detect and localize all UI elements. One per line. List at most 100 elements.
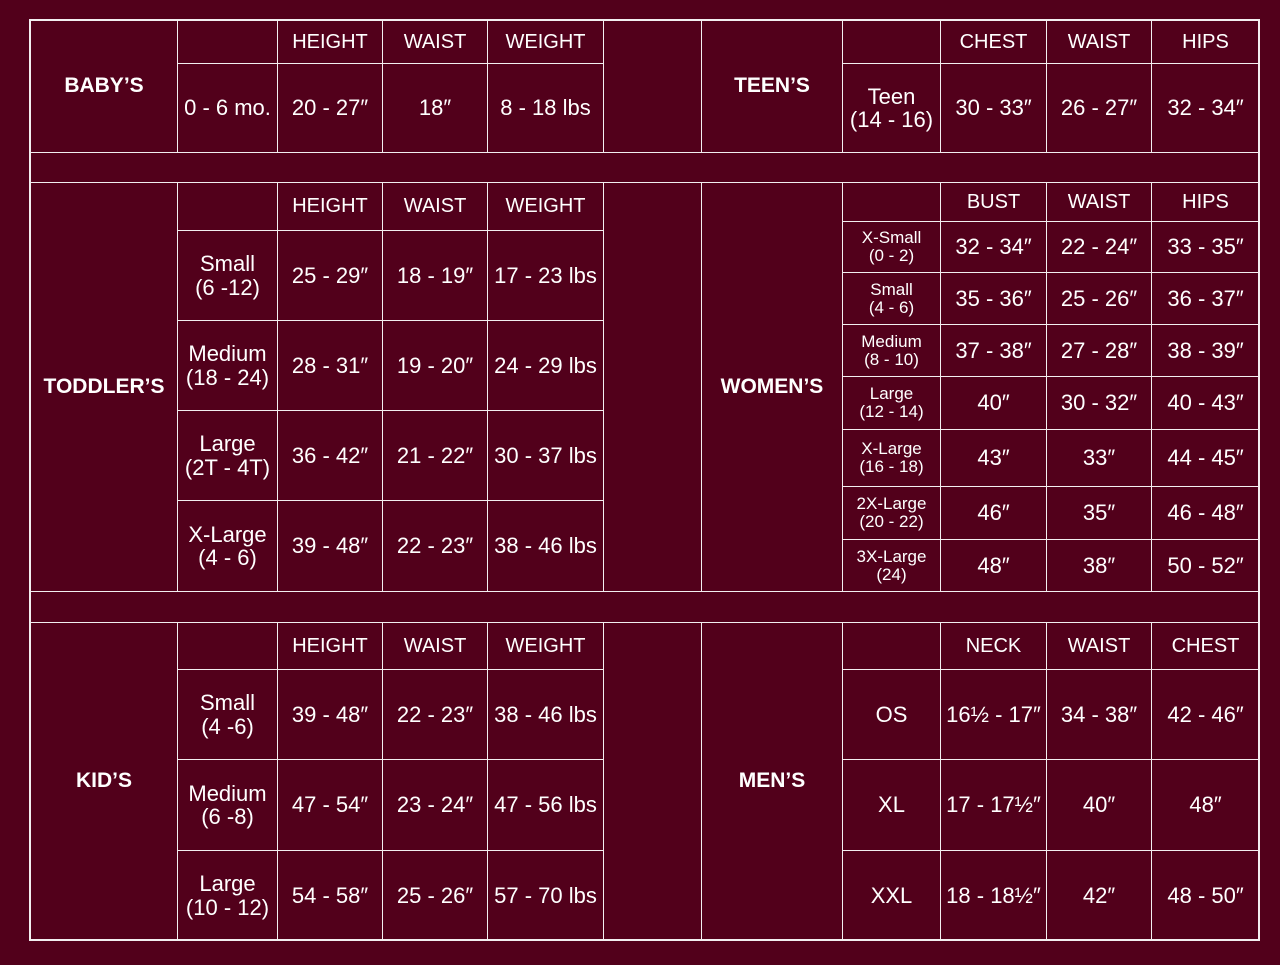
measurement-cell: 43″	[940, 429, 1047, 487]
group-label: WOMEN’S	[701, 182, 843, 592]
measurement-cell: 54 - 58″	[277, 850, 383, 941]
size-label: Large (2T - 4T)	[177, 410, 278, 501]
size-label: Small (6 -12)	[177, 230, 278, 321]
size-label: 3X-Large (24)	[842, 539, 941, 592]
measurement-cell: 27 - 28″	[1046, 324, 1152, 377]
measurement-cell: 16½ - 17″	[940, 669, 1047, 760]
measurement-cell: 17 - 17½″	[940, 759, 1047, 851]
measurement-cell: 32 - 34″	[1151, 63, 1260, 153]
measurement-cell: 34 - 38″	[1046, 669, 1152, 760]
measurement-cell: 38 - 46 lbs	[487, 500, 604, 592]
measurement-cell: 23 - 24″	[382, 759, 488, 851]
measurement-cell: 44 - 45″	[1151, 429, 1260, 487]
measurement-cell: 18 - 19″	[382, 230, 488, 321]
measurement-cell: 38 - 46 lbs	[487, 669, 604, 760]
measurement-cell: 50 - 52″	[1151, 539, 1260, 592]
measurement-cell: 22 - 24″	[1046, 221, 1152, 273]
group-label: KID’S	[30, 622, 178, 941]
size-label: OS	[842, 669, 941, 760]
measurement-cell: 33″	[1046, 429, 1152, 487]
size-label: XXL	[842, 850, 941, 941]
header-blank-cell	[842, 622, 941, 670]
measurement-cell: 18 - 18½″	[940, 850, 1047, 941]
measurement-cell: 33 - 35″	[1151, 221, 1260, 273]
measurement-cell: 30 - 33″	[940, 63, 1047, 153]
measurement-cell: 48″	[940, 539, 1047, 592]
column-header: NECK	[940, 622, 1047, 670]
measurement-cell: 35″	[1046, 486, 1152, 540]
size-label: Large (10 - 12)	[177, 850, 278, 941]
column-header: HEIGHT	[277, 622, 383, 670]
column-header: HEIGHT	[277, 20, 383, 64]
measurement-cell: 22 - 23″	[382, 500, 488, 592]
spacer-column	[603, 20, 702, 153]
measurement-cell: 19 - 20″	[382, 320, 488, 411]
measurement-cell: 8 - 18 lbs	[487, 63, 604, 153]
column-header: WAIST	[382, 182, 488, 231]
section-divider	[30, 152, 1260, 183]
column-header: HEIGHT	[277, 182, 383, 231]
measurement-cell: 24 - 29 lbs	[487, 320, 604, 411]
measurement-cell: 17 - 23 lbs	[487, 230, 604, 321]
size-label: Small (4 -6)	[177, 669, 278, 760]
spacer-column	[603, 182, 702, 592]
measurement-cell: 39 - 48″	[277, 500, 383, 592]
measurement-cell: 46″	[940, 486, 1047, 540]
column-header: WAIST	[1046, 622, 1152, 670]
size-label: Teen (14 - 16)	[842, 63, 941, 153]
group-label: TODDLER’S	[30, 182, 178, 592]
group-label: BABY’S	[30, 20, 178, 153]
size-label: 0 - 6 mo.	[177, 63, 278, 153]
size-label: Medium (18 - 24)	[177, 320, 278, 411]
column-header: WAIST	[382, 622, 488, 670]
measurement-cell: 26 - 27″	[1046, 63, 1152, 153]
section-divider	[30, 591, 1260, 623]
column-header: WAIST	[1046, 182, 1152, 222]
group-label: MEN’S	[701, 622, 843, 941]
column-header: WAIST	[1046, 20, 1152, 64]
size-label: X-Large (16 - 18)	[842, 429, 941, 487]
measurement-cell: 40 - 43″	[1151, 376, 1260, 430]
measurement-cell: 25 - 26″	[382, 850, 488, 941]
measurement-cell: 48 - 50″	[1151, 850, 1260, 941]
measurement-cell: 35 - 36″	[940, 272, 1047, 325]
column-header: HIPS	[1151, 20, 1260, 64]
column-header: WAIST	[382, 20, 488, 64]
measurement-cell: 38 - 39″	[1151, 324, 1260, 377]
measurement-cell: 21 - 22″	[382, 410, 488, 501]
size-label: XL	[842, 759, 941, 851]
measurement-cell: 28 - 31″	[277, 320, 383, 411]
measurement-cell: 22 - 23″	[382, 669, 488, 760]
header-blank-cell	[842, 182, 941, 222]
header-blank-cell	[177, 20, 278, 64]
size-label: Medium (6 -8)	[177, 759, 278, 851]
measurement-cell: 38″	[1046, 539, 1152, 592]
column-header: WEIGHT	[487, 20, 604, 64]
measurement-cell: 25 - 29″	[277, 230, 383, 321]
measurement-cell: 30 - 37 lbs	[487, 410, 604, 501]
header-blank-cell	[177, 182, 278, 231]
measurement-cell: 39 - 48″	[277, 669, 383, 760]
measurement-cell: 57 - 70 lbs	[487, 850, 604, 941]
size-label: X-Small (0 - 2)	[842, 221, 941, 273]
measurement-cell: 47 - 54″	[277, 759, 383, 851]
measurement-cell: 48″	[1151, 759, 1260, 851]
measurement-cell: 46 - 48″	[1151, 486, 1260, 540]
column-header: HIPS	[1151, 182, 1260, 222]
measurement-cell: 32 - 34″	[940, 221, 1047, 273]
measurement-cell: 20 - 27″	[277, 63, 383, 153]
size-label: Large (12 - 14)	[842, 376, 941, 430]
measurement-cell: 42 - 46″	[1151, 669, 1260, 760]
column-header: BUST	[940, 182, 1047, 222]
header-blank-cell	[177, 622, 278, 670]
group-label: TEEN’S	[701, 20, 843, 153]
size-label: 2X-Large (20 - 22)	[842, 486, 941, 540]
measurement-cell: 40″	[940, 376, 1047, 430]
column-header: CHEST	[1151, 622, 1260, 670]
size-label: Medium (8 - 10)	[842, 324, 941, 377]
column-header: WEIGHT	[487, 622, 604, 670]
measurement-cell: 47 - 56 lbs	[487, 759, 604, 851]
measurement-cell: 36 - 37″	[1151, 272, 1260, 325]
size-label: Small (4 - 6)	[842, 272, 941, 325]
